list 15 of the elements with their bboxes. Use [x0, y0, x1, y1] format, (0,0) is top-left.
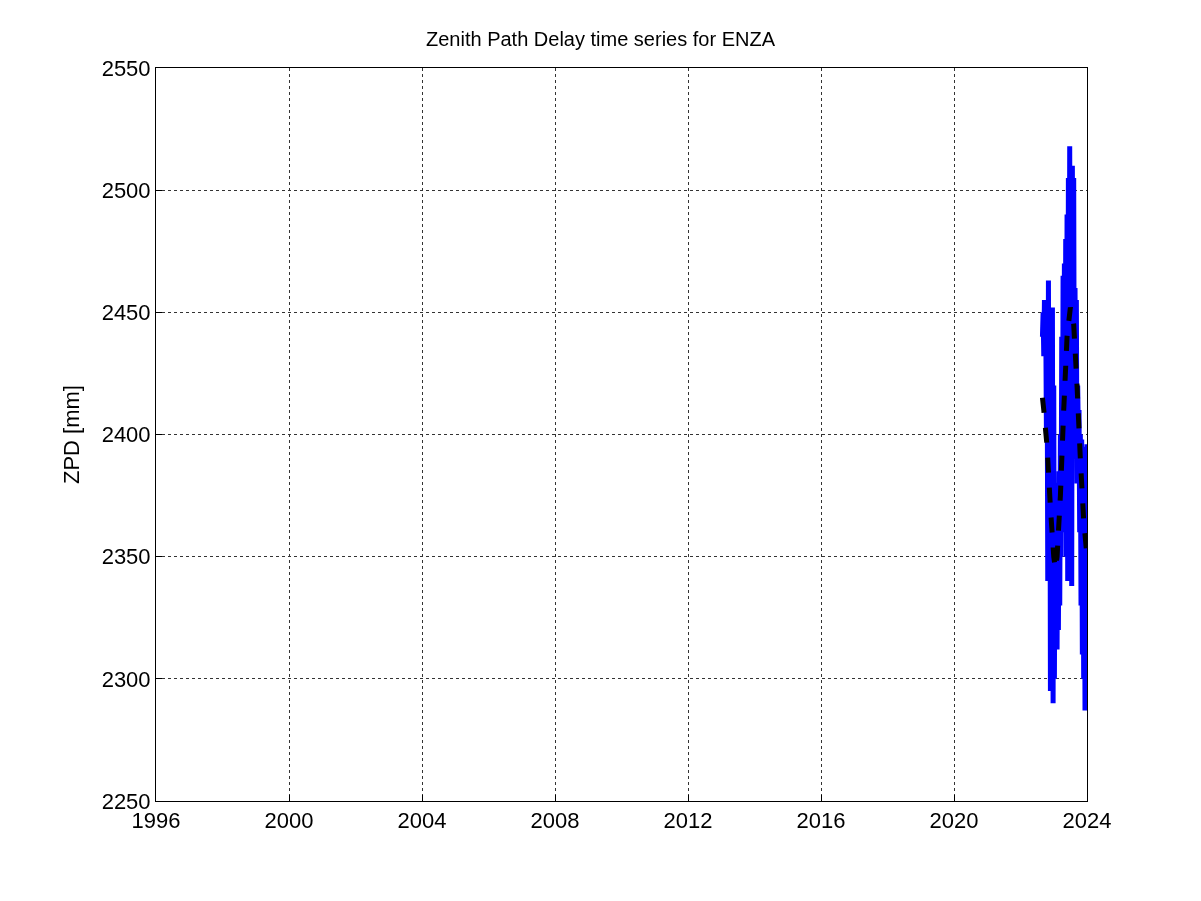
y-tick-label: 2400 [101, 422, 151, 448]
y-axis-title: ZPD [mm] [59, 385, 85, 484]
x-tick-label: 2004 [397, 808, 447, 834]
y-tick-label: 2350 [101, 544, 151, 570]
y-tick-label: 2550 [101, 55, 151, 81]
x-tick-label: 2024 [1062, 808, 1112, 834]
x-tick-label: 2000 [264, 808, 314, 834]
x-tick-label: 2012 [663, 808, 713, 834]
y-tick-label: 2500 [101, 177, 151, 203]
y-tick-label: 2300 [101, 666, 151, 692]
chart-title: Zenith Path Delay time series for ENZA [425, 27, 776, 50]
x-tick-label: 2008 [530, 808, 580, 834]
y-tick-label: 2450 [101, 300, 151, 326]
x-tick-label: 2016 [796, 808, 846, 834]
x-tick-label: 2020 [929, 808, 979, 834]
